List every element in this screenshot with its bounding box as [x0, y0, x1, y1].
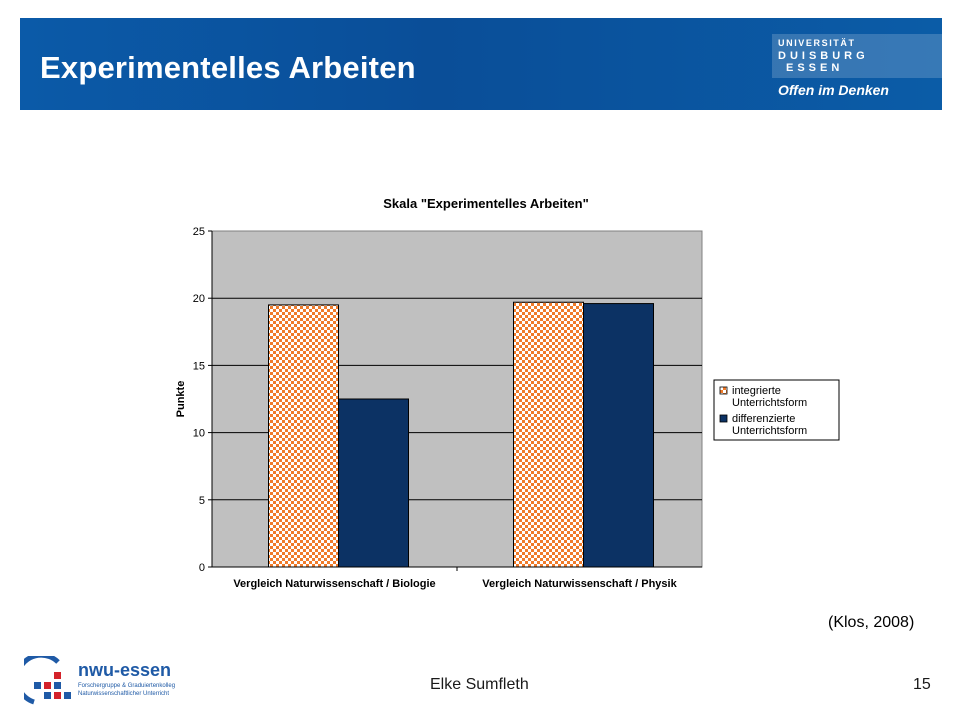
nwu-logo-subtitle-2: Naturwissenschaftlicher Unterricht [78, 691, 170, 697]
y-tick-label: 25 [193, 226, 205, 238]
university-logo-box [772, 34, 942, 78]
slide-title: Experimentelles Arbeiten [40, 50, 416, 85]
nwu-logo-subtitle-1: Forschergruppe & Graduiertenkolleg [78, 683, 176, 689]
page-number: 15 [913, 676, 931, 693]
y-tick-label: 15 [193, 360, 205, 372]
university-logo-line3: ESSEN [786, 62, 844, 74]
y-tick-label: 20 [193, 293, 205, 305]
nwu-essen-logo: nwu-essen Forschergruppe & Graduiertenko… [24, 656, 184, 716]
footer-author: Elke Sumfleth [430, 676, 529, 693]
bars [268, 301, 654, 568]
y-tick-label: 5 [199, 495, 205, 507]
legend-label: Unterrichtsform [732, 425, 807, 437]
x-tick-label: Vergleich Naturwissenschaft / Biologie [233, 578, 435, 590]
x-tick-label: Vergleich Naturwissenschaft / Physik [482, 578, 677, 590]
university-slogan: Offen im Denken [778, 82, 889, 98]
y-axis-label: Punkte [175, 381, 187, 418]
chart-legend: integrierteUnterrichtsformdifferenzierte… [713, 379, 840, 441]
chart-title: Skala "Experimentelles Arbeiten" [383, 196, 589, 211]
university-logo-line2: DUISBURG [778, 50, 869, 62]
legend-label: differenzierte [732, 413, 795, 425]
nwu-logo-name: nwu-essen [78, 660, 172, 680]
university-logo: UNIVERSITÄT DUISBURG ESSEN Offen im Denk… [772, 34, 942, 104]
bar-integrierte-2 [513, 301, 584, 568]
x-axis-ticks: Vergleich Naturwissenschaft / Biologie Ve… [233, 567, 678, 590]
legend-label: integrierte [732, 385, 781, 397]
y-tick-label: 0 [199, 562, 205, 574]
bar-differenzierte-1 [338, 398, 409, 568]
title-banner: Experimentelles Arbeiten UNIVERSITÄT DUI… [20, 18, 942, 110]
bar-differenzierte-2 [583, 303, 654, 568]
y-tick-label: 10 [193, 428, 205, 440]
legend-swatch [719, 414, 728, 423]
legend-swatch [719, 386, 728, 395]
legend-label: Unterrichtsform [732, 397, 807, 409]
legend-box [713, 379, 840, 441]
citation: (Klos, 2008) [828, 614, 915, 631]
nwu-logo-mark-icon [24, 656, 71, 705]
bar-integrierte-1 [268, 304, 339, 568]
university-logo-line1: UNIVERSITÄT [778, 38, 856, 48]
